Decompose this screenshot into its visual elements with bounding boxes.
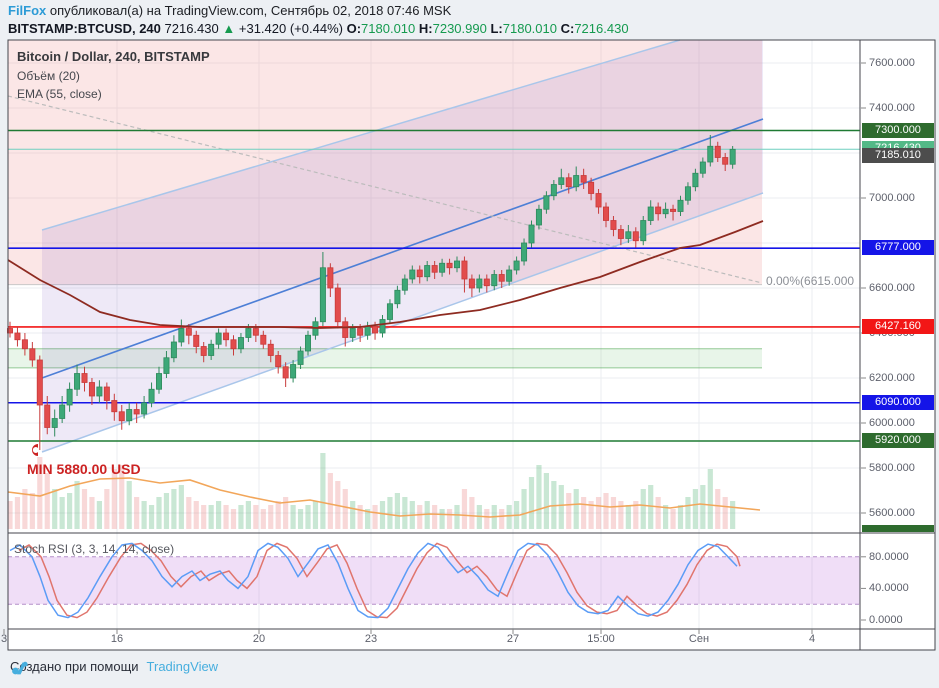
price-change: +31.420 (+0.44%) xyxy=(238,21,343,36)
legend-title[interactable]: Bitcoin / Dollar, 240, BITSTAMP xyxy=(17,49,210,64)
time-tick-label: 23 xyxy=(364,633,378,645)
price-tick-label: 7400.000 xyxy=(869,102,915,114)
high-value: 7230.990 xyxy=(432,21,487,36)
stoch-rsi-legend[interactable]: Stoch RSI (3, 3, 14, 14, close) xyxy=(14,542,175,556)
price-tick-label: 6200.000 xyxy=(869,372,915,384)
stoch-tick-label: 0.0000 xyxy=(869,614,903,626)
last-price: 7216.430 xyxy=(164,21,219,36)
price-level-badge: 7300.000 xyxy=(862,122,934,138)
min-price-annotation: MIN 5880.00 USD xyxy=(27,461,141,477)
symbol-name[interactable]: BITSTAMP:BTCUSD, 240 xyxy=(8,21,161,36)
close-label: C: xyxy=(560,21,575,36)
time-tick-label: 27 xyxy=(506,633,520,645)
publish-text: опубликовал(а) на TradingView.com, Сентя… xyxy=(46,3,452,18)
high-label: H: xyxy=(418,21,433,36)
price-tick-label: 5600.000 xyxy=(869,507,915,519)
symbol-bar: BITSTAMP:BTCUSD, 240 7216.430 ▲ +31.420 … xyxy=(8,21,629,36)
footer: Создано при помощи TradingView xyxy=(10,659,219,677)
price-tick-label: 7000.000 xyxy=(869,192,915,204)
fib-level-label: 0.00%(6615.000 xyxy=(766,274,855,288)
price-tick-label: 5800.000 xyxy=(869,462,915,474)
publish-bar: FilFox опубликовал(а) на TradingView.com… xyxy=(8,3,451,18)
stoch-tick-label: 80.0000 xyxy=(869,550,909,563)
open-value: 7180.010 xyxy=(361,21,416,36)
price-tick-label: 7600.000 xyxy=(869,57,915,69)
footer-created-text: Создано при помощи xyxy=(10,659,139,674)
author-link[interactable]: FilFox xyxy=(8,3,47,18)
price-level-badge: 6090.000 xyxy=(862,394,934,410)
low-label: L: xyxy=(490,21,503,36)
time-tick-label: Сен xyxy=(688,633,710,645)
time-tick-label: 20 xyxy=(252,633,266,645)
legend-ema-indicator[interactable]: EMA (55, close) xyxy=(17,87,102,101)
price-tick-label: 6600.000 xyxy=(869,282,915,294)
tradingview-logo-icon[interactable] xyxy=(10,659,30,677)
open-label: O: xyxy=(346,21,362,36)
time-tick-label: 16 xyxy=(110,633,124,645)
price-level-badge: 7185.010 xyxy=(862,148,934,164)
price-level-badge: 5920.000 xyxy=(862,433,934,448)
up-arrow-icon: ▲ xyxy=(222,21,236,36)
legend-volume-indicator[interactable]: Объём (20) xyxy=(17,69,80,83)
tradingview-brand-link[interactable]: TradingView xyxy=(146,659,219,674)
price-level-badge: 6777.000 xyxy=(862,240,934,256)
chart-legend: Bitcoin / Dollar, 240, BITSTAMP Объём (2… xyxy=(17,50,210,106)
time-tick-label: 3 xyxy=(0,633,8,645)
price-tick-label: 6000.000 xyxy=(869,417,915,429)
stoch-tick-label: 40.0000 xyxy=(869,582,909,595)
close-value: 7216.430 xyxy=(574,21,629,36)
low-value: 7180.010 xyxy=(502,21,557,36)
time-tick-label: 4 xyxy=(808,633,816,645)
price-level-badge: 6427.160 xyxy=(862,318,934,334)
time-tick-label: 15:00 xyxy=(587,633,615,645)
